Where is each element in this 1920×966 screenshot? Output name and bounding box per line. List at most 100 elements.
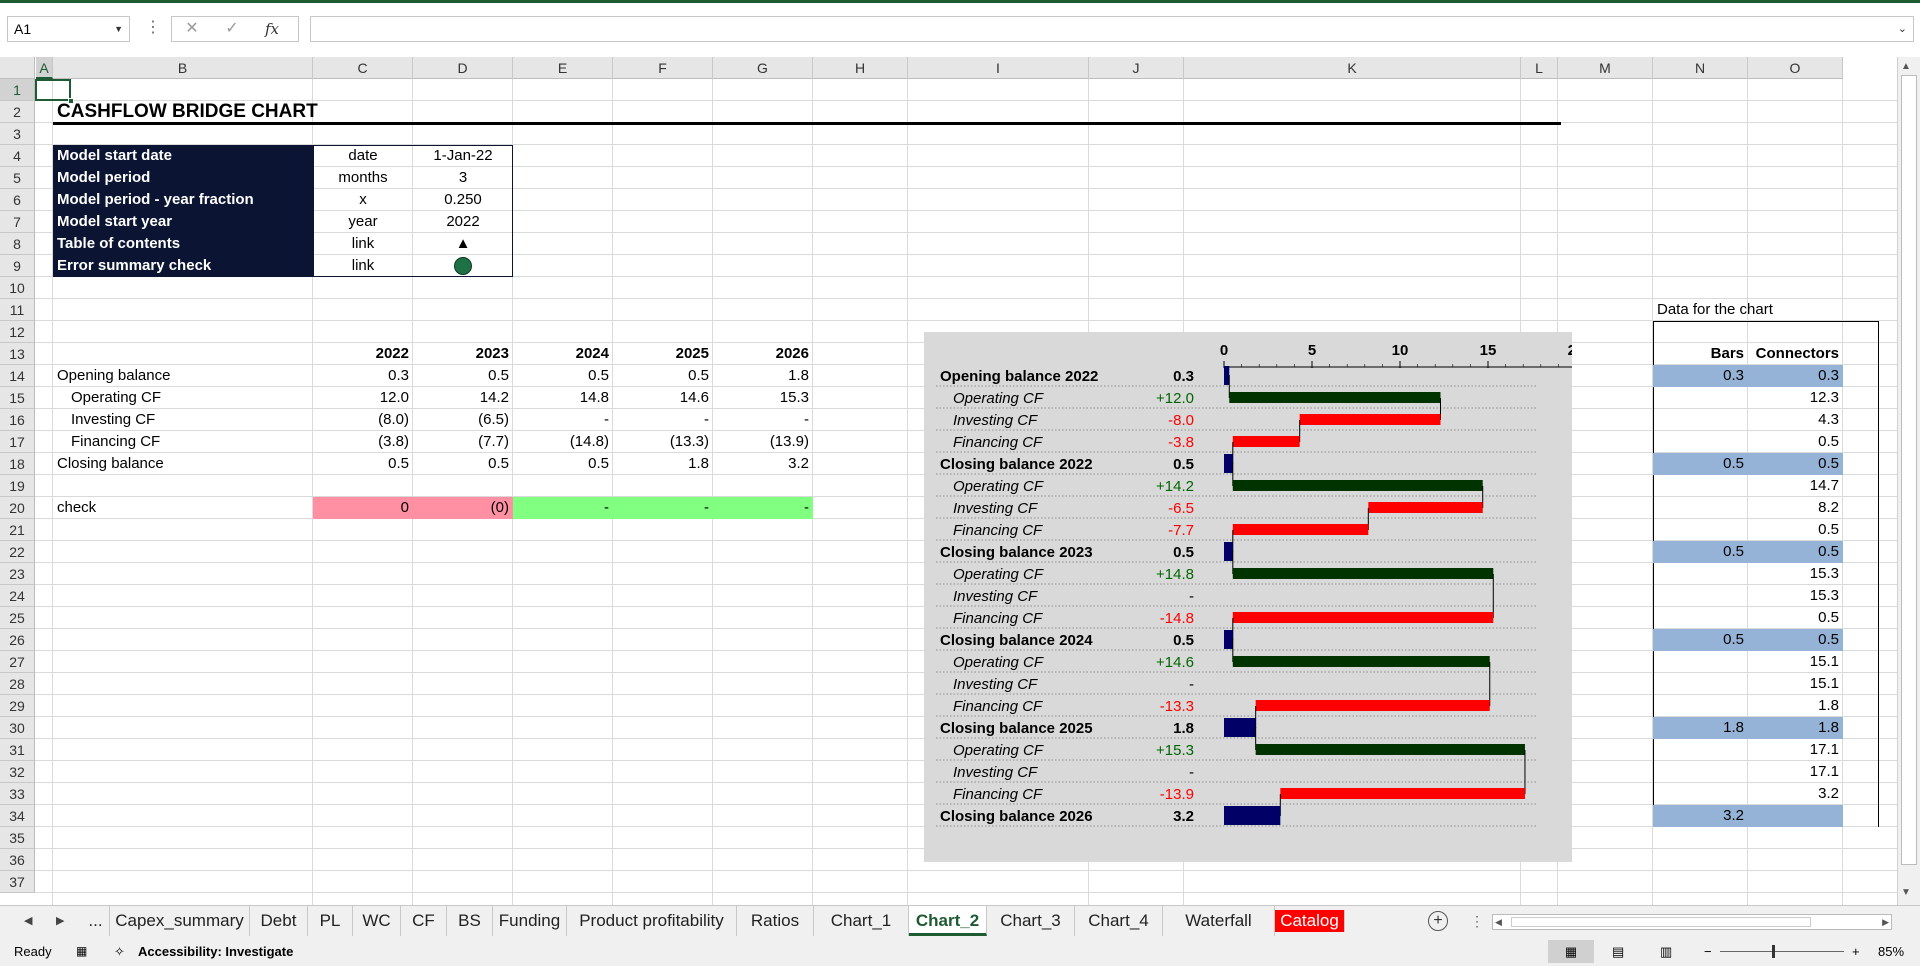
row-header-18[interactable]: 18 [0, 453, 35, 475]
check-icon[interactable]: ✓ [225, 20, 239, 37]
row-header-8[interactable]: 8 [0, 233, 35, 255]
page-break-icon[interactable]: ▥ [1660, 944, 1673, 959]
row-header-36[interactable]: 36 [0, 849, 35, 871]
horizontal-scrollbar[interactable]: ◀ ▶ [1492, 914, 1892, 930]
sheet-tab-cf[interactable]: CF [401, 906, 447, 936]
row-header-19[interactable]: 19 [0, 475, 35, 497]
scroll-left-icon[interactable]: ◀ [1495, 917, 1502, 927]
row-header-6[interactable]: 6 [0, 189, 35, 211]
sheet-tab-capex-summary[interactable]: Capex_summary [110, 906, 250, 936]
row-header-29[interactable]: 29 [0, 695, 35, 717]
row-header-24[interactable]: 24 [0, 585, 35, 607]
column-header-i[interactable]: I [908, 57, 1089, 79]
column-header-e[interactable]: E [513, 57, 613, 79]
more-options-icon[interactable]: ⋮ [145, 19, 161, 36]
column-header-l[interactable]: L [1521, 57, 1558, 79]
scroll-down-icon[interactable]: ▼ [1901, 887, 1911, 898]
row-header-32[interactable]: 32 [0, 761, 35, 783]
sheet-tab-ratios[interactable]: Ratios [737, 906, 814, 936]
macro-record-icon[interactable]: ▦ [76, 944, 88, 958]
formula-input[interactable]: ⌄ [310, 16, 1914, 42]
zoom-in-icon[interactable]: + [1852, 944, 1860, 959]
row-header-33[interactable]: 33 [0, 783, 35, 805]
column-header-f[interactable]: F [613, 57, 713, 79]
column-header-j[interactable]: J [1089, 57, 1184, 79]
sheet-tab-catalog[interactable]: Catalog [1275, 910, 1345, 932]
row-header-12[interactable]: 12 [0, 321, 35, 343]
row-header-1[interactable]: 1 [0, 79, 35, 101]
row-header-15[interactable]: 15 [0, 387, 35, 409]
scroll-thumb[interactable] [1901, 75, 1917, 865]
row-header-20[interactable]: 20 [0, 497, 35, 519]
column-header-n[interactable]: N [1653, 57, 1748, 79]
scroll-right-icon[interactable]: ▶ [1882, 917, 1889, 927]
row-header-9[interactable]: 9 [0, 255, 35, 277]
zoom-level[interactable]: 85% [1878, 944, 1905, 959]
row-header-25[interactable]: 25 [0, 607, 35, 629]
tab-options-icon[interactable]: ⋮ [1470, 913, 1484, 929]
hscroll-thumb[interactable] [1511, 917, 1811, 927]
accessibility-icon[interactable]: ✧ [114, 944, 125, 959]
fill-handle[interactable] [68, 98, 74, 104]
sheet-tab-waterfall[interactable]: Waterfall [1163, 906, 1275, 936]
column-header-h[interactable]: H [813, 57, 908, 79]
column-header-d[interactable]: D [413, 57, 513, 79]
error-summary-link[interactable] [413, 255, 513, 277]
row-header-10[interactable]: 10 [0, 277, 35, 299]
active-cell-a1[interactable] [35, 79, 71, 101]
row-header-28[interactable]: 28 [0, 673, 35, 695]
accessibility-status[interactable]: Accessibility: Investigate [138, 944, 294, 959]
sheet-tab-funding[interactable]: Funding [493, 906, 567, 936]
row-header-22[interactable]: 22 [0, 541, 35, 563]
sheet-tab-chart-4[interactable]: Chart_4 [1075, 906, 1163, 936]
sheet-tab-chart-1[interactable]: Chart_1 [814, 906, 909, 936]
column-header-b[interactable]: B [53, 57, 313, 79]
page-layout-icon[interactable]: ▤ [1612, 944, 1625, 959]
row-header-35[interactable]: 35 [0, 827, 35, 849]
row-header-26[interactable]: 26 [0, 629, 35, 651]
column-header-g[interactable]: G [713, 57, 813, 79]
row-header-4[interactable]: 4 [0, 145, 35, 167]
name-box[interactable]: A1 ▼ [7, 16, 130, 42]
row-header-11[interactable]: 11 [0, 299, 35, 321]
normal-view-icon[interactable]: ▦ [1548, 940, 1594, 963]
vertical-scrollbar[interactable]: ▲ ▼ [1897, 57, 1920, 905]
row-header-34[interactable]: 34 [0, 805, 35, 827]
row-header-7[interactable]: 7 [0, 211, 35, 233]
column-header-a[interactable]: A [36, 57, 53, 79]
row-header-23[interactable]: 23 [0, 563, 35, 585]
row-header-16[interactable]: 16 [0, 409, 35, 431]
column-header-k[interactable]: K [1184, 57, 1521, 79]
prev-sheet-icon[interactable]: ◀ [24, 915, 33, 927]
column-header-c[interactable]: C [313, 57, 413, 79]
zoom-out-icon[interactable]: − [1704, 944, 1712, 959]
row-header-2[interactable]: 2 [0, 101, 35, 123]
row-header-30[interactable]: 30 [0, 717, 35, 739]
row-header-37[interactable]: 37 [0, 871, 35, 893]
sheet-tab-wc[interactable]: WC [353, 906, 401, 936]
table-of-contents-link[interactable]: ▲ [455, 235, 471, 252]
sheet-tab-bs[interactable]: BS [447, 906, 493, 936]
column-header-m[interactable]: M [1558, 57, 1653, 79]
row-header-31[interactable]: 31 [0, 739, 35, 761]
sheet-tab-pl[interactable]: PL [308, 906, 353, 936]
function-icon[interactable]: fx [264, 20, 279, 38]
row-header-17[interactable]: 17 [0, 431, 35, 453]
row-header-21[interactable]: 21 [0, 519, 35, 541]
sheet-tab-chart-2[interactable]: Chart_2 [909, 906, 987, 936]
sheet-tab-more[interactable]: ... [82, 906, 110, 936]
column-header-o[interactable]: O [1748, 57, 1843, 79]
row-header-27[interactable]: 27 [0, 651, 35, 673]
chevron-down-icon[interactable]: ▼ [114, 24, 123, 34]
select-all-corner[interactable] [0, 57, 35, 79]
cancel-icon[interactable]: ✕ [185, 20, 199, 37]
scroll-up-icon[interactable]: ▲ [1901, 61, 1911, 72]
zoom-slider[interactable] [1720, 951, 1844, 952]
sheet-tab-product-profitability[interactable]: Product profitability [567, 906, 737, 936]
row-header-3[interactable]: 3 [0, 123, 35, 145]
row-header-5[interactable]: 5 [0, 167, 35, 189]
row-header-13[interactable]: 13 [0, 343, 35, 365]
next-sheet-icon[interactable]: ▶ [56, 915, 65, 927]
row-header-14[interactable]: 14 [0, 365, 35, 387]
zoom-slider-thumb[interactable] [1772, 945, 1775, 958]
